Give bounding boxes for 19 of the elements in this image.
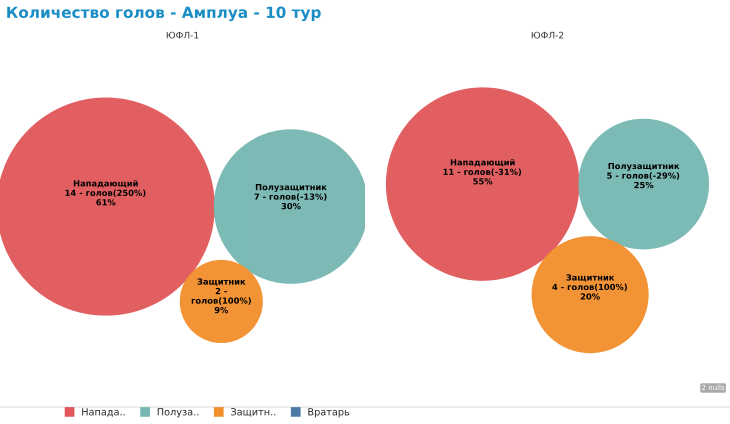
data-label: 11 - голов(-31%) 55% [444, 168, 522, 184]
category-label: Защитник [198, 278, 246, 286]
category-label: Полузащитник [256, 184, 327, 192]
legend-label: Защитн.. [231, 408, 276, 417]
legend-label: Напада.. [82, 408, 125, 417]
category-label: Нападающий [450, 158, 515, 166]
data-label: 2 - голов(100%) 9% [192, 288, 251, 314]
data-label: 7 - голов(-13%) 30% [254, 193, 326, 210]
category-label: Защитник [566, 274, 614, 282]
data-label: 5 - голов(-29%) 25% [607, 172, 680, 188]
text: ЮФЛ-2 [532, 32, 564, 39]
data-label: 4 - голов(100%) 20% [552, 284, 627, 300]
legend-label: Полуза.. [158, 408, 198, 418]
text: ЮФЛ-1 [166, 32, 198, 39]
legend-label: Вратарь [308, 408, 350, 418]
category-label: Нападающий [74, 180, 138, 188]
text: Количество голов - Амплуа - 10 тур [7, 6, 321, 22]
data-label: 14 - голов(250%) 61% [66, 190, 146, 206]
category-label: Полузащитник [608, 162, 680, 171]
